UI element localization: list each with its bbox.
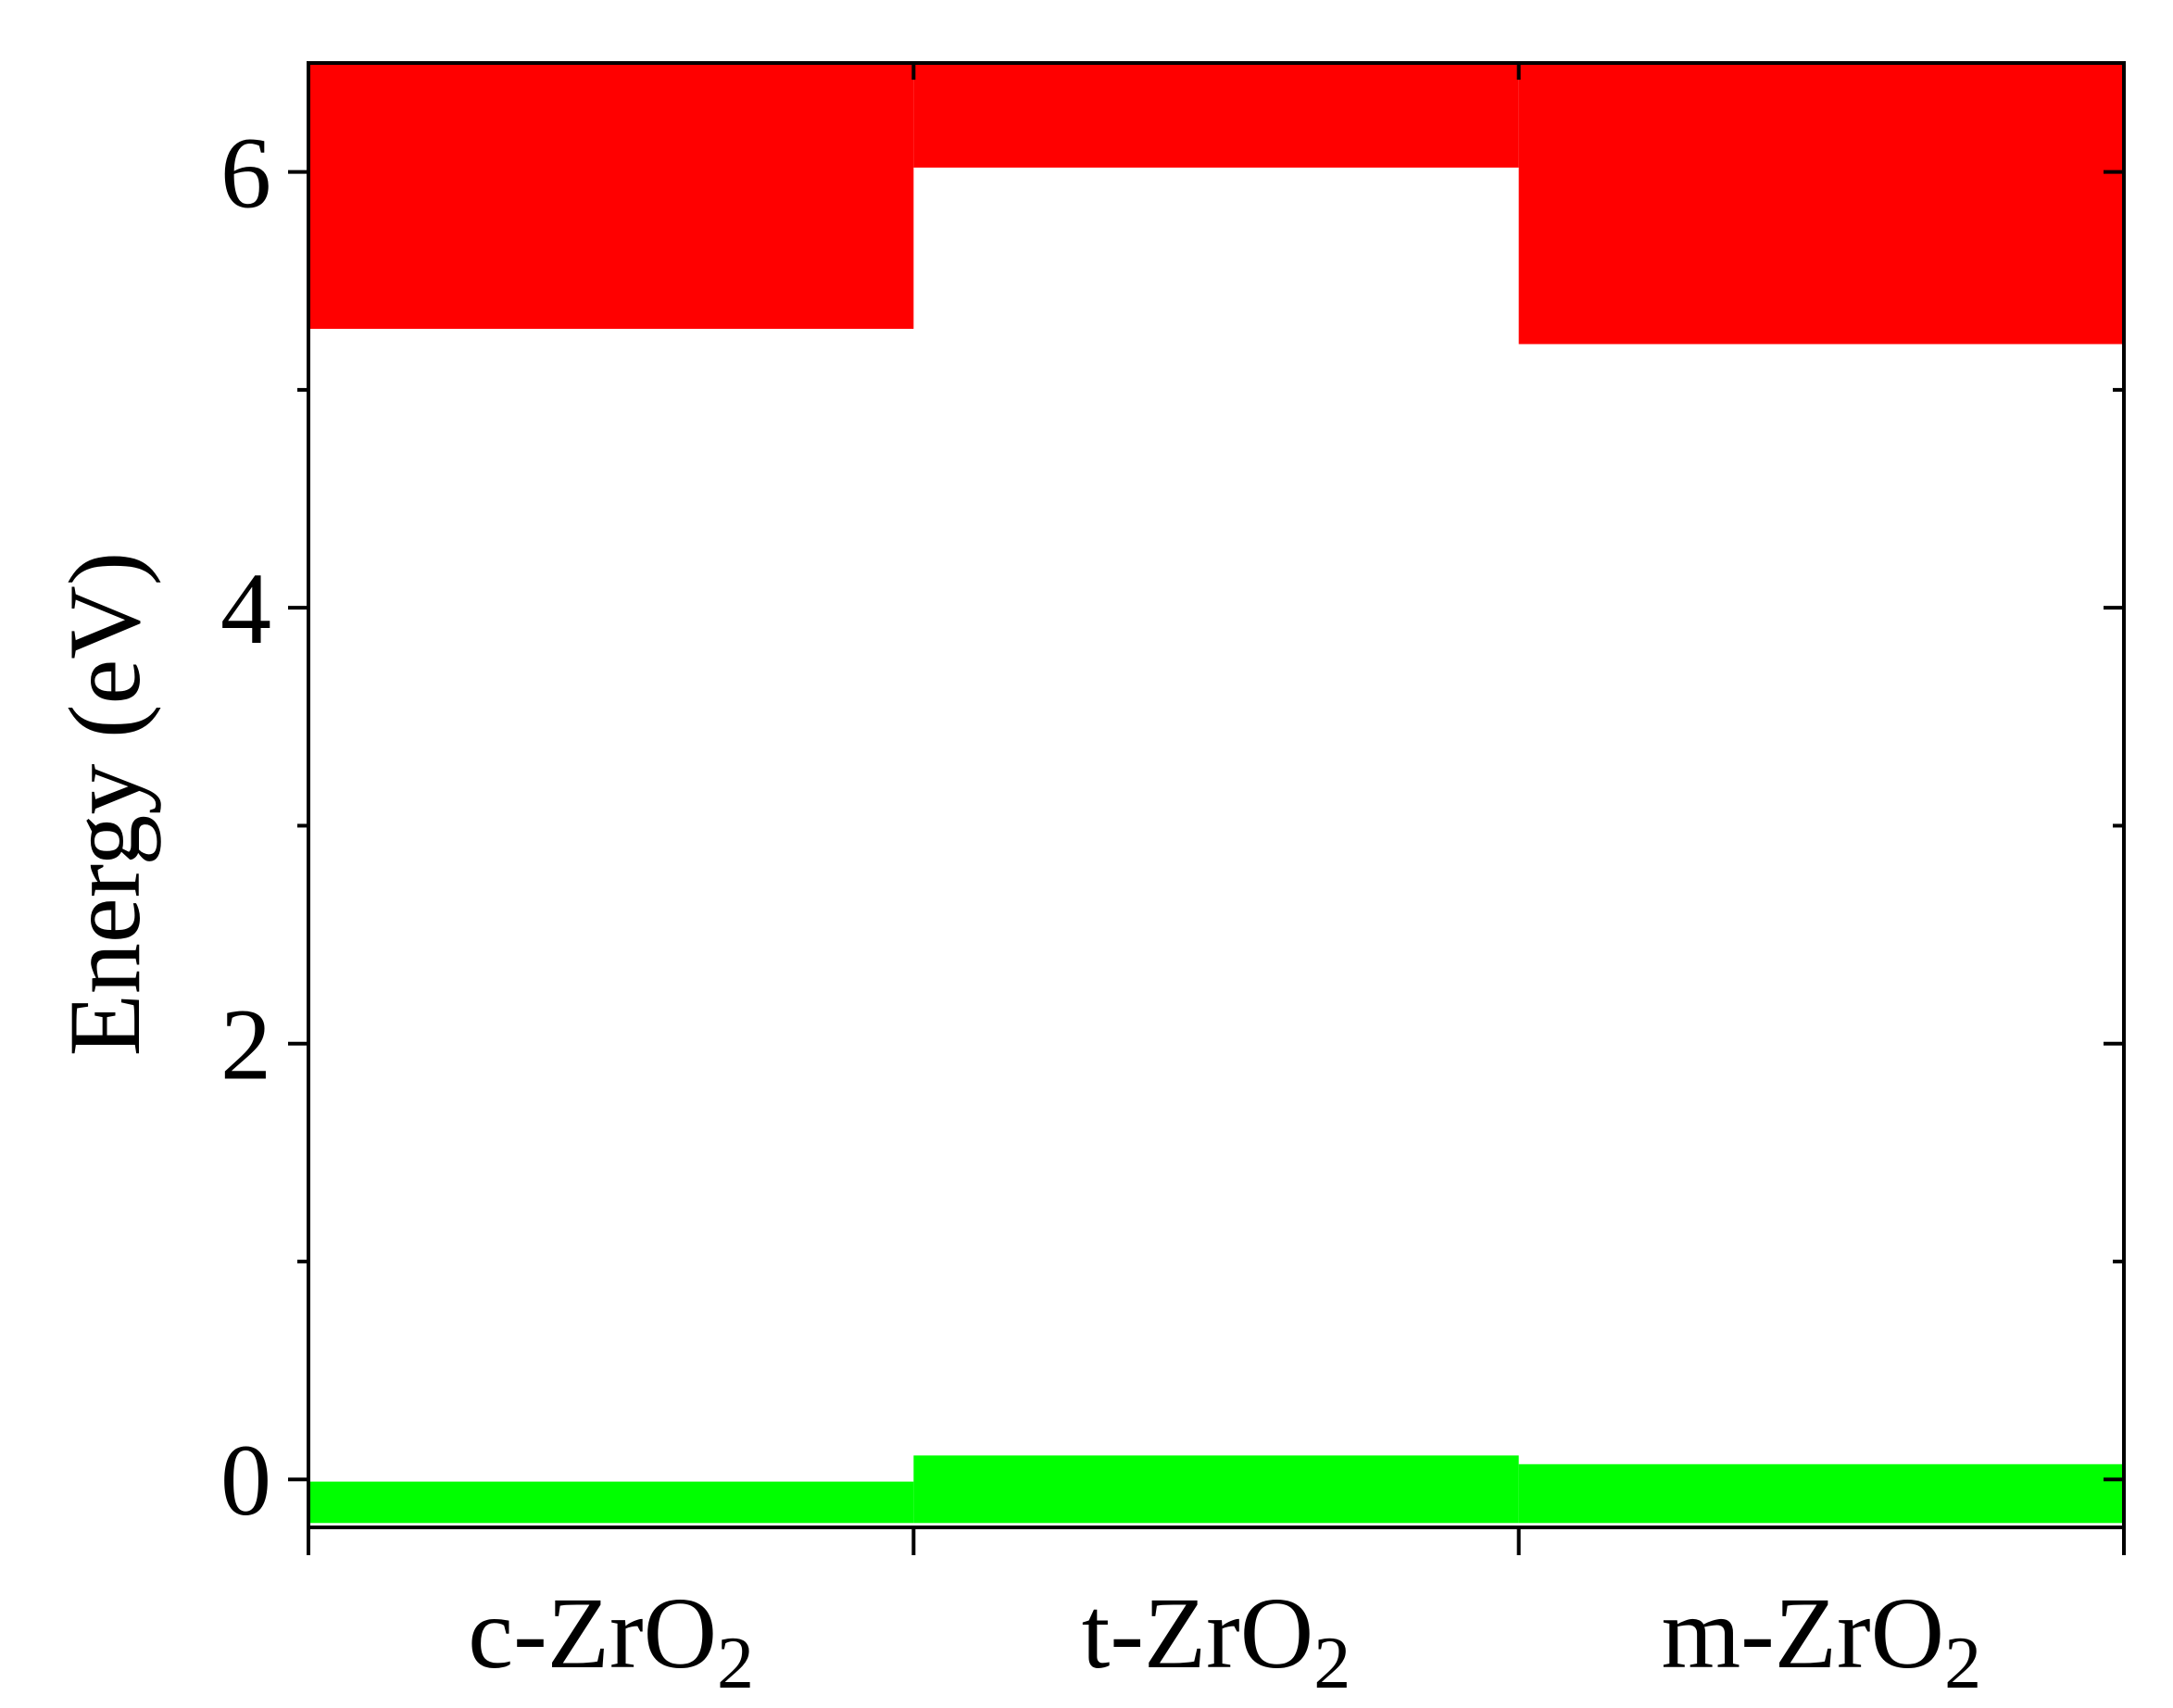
x-category-label-m-ZrO2: m-ZrO2 [1662, 1576, 1981, 1704]
conduction-band-bar-t-ZrO2 [913, 63, 1519, 168]
y-tick-label: 2 [220, 988, 271, 1101]
labels-layer: 0 2 4 6 c-ZrO2 t-ZrO2 m-ZrO2 [220, 117, 1981, 1704]
y-axis-title: Energy (eV) [48, 552, 161, 1057]
bars-layer [308, 63, 2124, 1524]
plot-frame [307, 61, 2126, 1529]
x-category-label-c-ZrO2: c-ZrO2 [468, 1576, 754, 1704]
y-tick-label: 6 [220, 117, 271, 230]
valence-band-bar-t-ZrO2 [913, 1455, 1519, 1524]
y-tick-label: 0 [220, 1424, 271, 1537]
valence-band-bar-c-ZrO2 [308, 1481, 914, 1524]
x-category-label-t-ZrO2: t-ZrO2 [1082, 1576, 1350, 1704]
conduction-band-bar-m-ZrO2 [1518, 63, 2124, 345]
y-tick-label: 4 [220, 552, 271, 665]
conduction-band-bar-c-ZrO2 [308, 63, 914, 330]
valence-band-bar-m-ZrO2 [1518, 1463, 2124, 1524]
ticks-layer [288, 63, 2126, 1555]
